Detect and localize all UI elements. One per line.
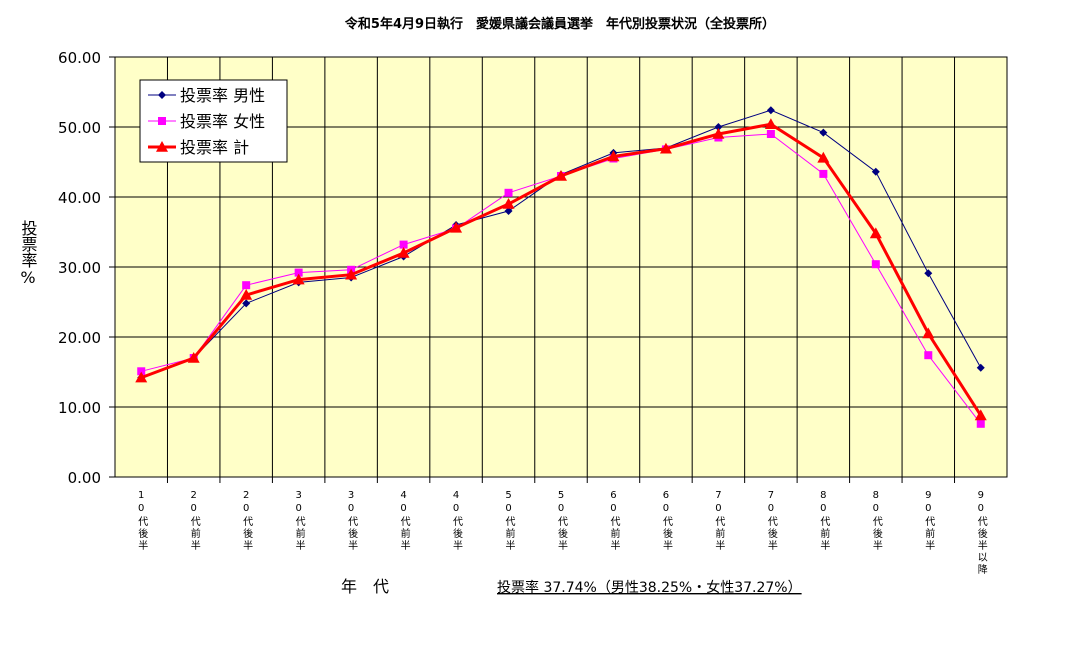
marker (399, 240, 408, 249)
marker (714, 123, 723, 131)
marker (345, 268, 358, 280)
x-tick-label: 20代後半 (241, 490, 253, 552)
marker (156, 141, 168, 152)
marker (137, 367, 146, 376)
marker (819, 169, 828, 178)
x-tick-label: 50代前半 (503, 490, 515, 552)
marker (397, 247, 410, 258)
marker (766, 130, 775, 138)
x-tick-label: 20代前半 (188, 490, 200, 552)
x-tick-label: 60代後半 (660, 490, 672, 552)
y-tick-label: 60.00 (58, 49, 101, 67)
y-tick-label: 10.00 (58, 399, 101, 417)
x-axis-label: 年 代 (341, 577, 389, 596)
x-tick-label: 90代前半 (923, 490, 935, 552)
marker (450, 221, 463, 233)
marker (764, 118, 777, 129)
legend-label: 投票率 男性 (180, 86, 265, 105)
x-tick-label: 10代後半 (136, 490, 148, 552)
x-tick-label: 50代後半 (556, 490, 568, 552)
marker (924, 269, 933, 278)
x-tick-label: 70代後半 (765, 490, 777, 552)
x-tick-label: 70代前半 (713, 490, 725, 552)
marker (607, 150, 620, 162)
x-tick-label: 90代後半以降 (975, 490, 987, 576)
y-tick-label: 50.00 (58, 119, 101, 137)
marker (135, 371, 148, 383)
marker (869, 227, 882, 239)
y-tick-label: 0.00 (68, 469, 101, 487)
legend-label: 投票率 計 (180, 138, 249, 157)
x-tick-label: 60代前半 (608, 490, 620, 552)
marker (504, 207, 513, 215)
marker (242, 281, 251, 290)
x-tick-label: 80代前半 (818, 490, 830, 552)
marker (158, 91, 166, 99)
marker (976, 419, 985, 428)
marker (294, 268, 303, 277)
marker (871, 260, 880, 269)
marker (659, 142, 672, 154)
y-tick-label: 30.00 (58, 259, 101, 277)
marker (817, 151, 830, 163)
marker (292, 273, 305, 285)
x-tick-label: 40代後半 (451, 490, 463, 552)
marker (158, 117, 166, 125)
x-tick-label: 40代前半 (398, 490, 410, 552)
x-tick-label: 30代前半 (293, 490, 305, 552)
marker (974, 409, 987, 421)
x-tick-label: 30代後半 (346, 490, 358, 552)
marker (502, 198, 515, 209)
marker (555, 170, 567, 181)
marker (871, 167, 880, 176)
marker (240, 289, 253, 300)
marker (922, 327, 935, 339)
marker (924, 351, 933, 360)
marker (712, 128, 725, 139)
y-tick-label: 40.00 (58, 189, 101, 207)
marker (766, 106, 775, 115)
chart-title: 令和5年4月9日執行 愛媛県議会議員選挙 年代別投票状況（全投票所） (345, 16, 775, 32)
annotation: 投票率 37.74%（男性38.25%・女性37.27%） (497, 579, 802, 596)
marker (504, 188, 513, 197)
marker (187, 352, 200, 363)
marker (819, 128, 828, 137)
legend-label: 投票率 女性 (180, 112, 265, 131)
marker (242, 299, 251, 308)
x-tick-label: 80代後半 (870, 490, 882, 552)
y-axis-label: 投票率% (19, 220, 38, 287)
marker (976, 363, 985, 372)
y-tick-label: 20.00 (58, 329, 101, 347)
